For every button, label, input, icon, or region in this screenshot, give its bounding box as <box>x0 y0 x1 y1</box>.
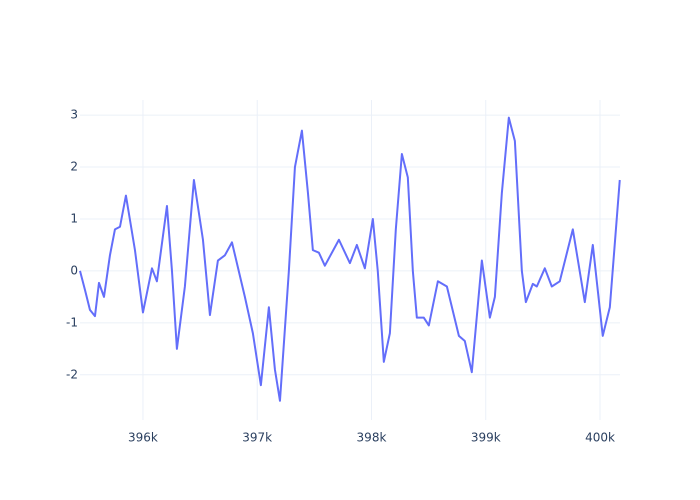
y-tick-label: -2 <box>66 367 78 381</box>
y-tick-label: 1 <box>70 211 78 225</box>
x-tick-label: 396k <box>128 431 158 445</box>
y-tick-label: 3 <box>70 108 78 122</box>
y-tick-label: 0 <box>70 263 78 277</box>
x-tick-label: 399k <box>471 431 501 445</box>
x-tick-label: 400k <box>585 431 615 445</box>
y-tick-label: -1 <box>66 315 78 329</box>
y-tick-label: 2 <box>70 160 78 174</box>
x-tick-label: 397k <box>242 431 272 445</box>
x-tick-label: 398k <box>357 431 387 445</box>
line-series <box>79 116 621 402</box>
